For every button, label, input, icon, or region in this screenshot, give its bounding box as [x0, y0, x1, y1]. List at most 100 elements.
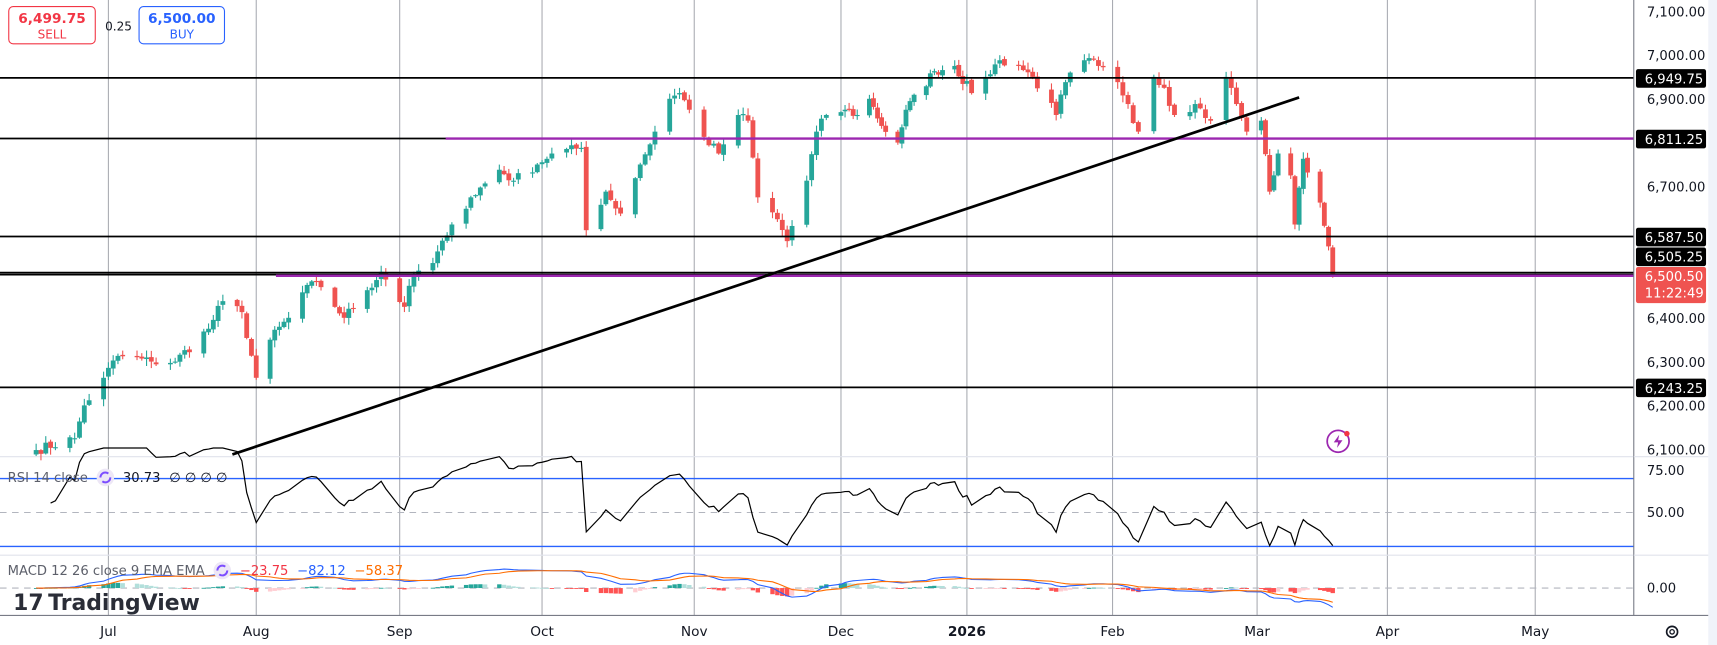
candle — [613, 198, 619, 216]
macd-histogram-bar — [272, 588, 277, 591]
candle — [234, 298, 240, 312]
macd-histogram-bar — [667, 585, 672, 589]
macd-histogram-bar — [1025, 588, 1031, 589]
buy-button[interactable]: 6,500.00 BUY — [138, 6, 226, 45]
macd-histogram-bar — [1053, 588, 1059, 592]
candle — [406, 279, 412, 312]
time-axis[interactable]: Jul Aug Sep Oct Nov Dec 2026 Feb Mar Apr May — [99, 624, 1549, 640]
candle — [153, 357, 159, 367]
macd-legend[interactable]: MACD 12 26 close 9 EMA EMA −23.75 −82.12… — [8, 561, 403, 580]
candle — [530, 167, 535, 178]
candle — [1100, 61, 1106, 71]
macd-histogram-bar — [1198, 588, 1203, 590]
macd-histogram-bar — [397, 588, 402, 589]
price-axis[interactable] — [1633, 0, 1709, 645]
candle — [819, 114, 824, 137]
candle — [573, 142, 579, 156]
candle — [346, 302, 352, 325]
settings-gear-icon[interactable] — [1665, 625, 1679, 639]
candle — [38, 449, 44, 461]
macd-histogram-bar — [1239, 588, 1244, 589]
macd-histogram-bar — [1223, 587, 1229, 589]
macd-histogram-bar — [687, 585, 692, 589]
macd-histogram-bar — [449, 585, 455, 589]
macd-histogram-bar — [711, 588, 717, 590]
candle — [52, 442, 58, 451]
candle — [511, 177, 516, 187]
candle — [907, 97, 913, 112]
macd-histogram-bar — [618, 588, 623, 594]
time-axis-label: Apr — [1376, 624, 1400, 640]
macd-histogram-bar — [501, 584, 507, 589]
macd-histogram-bar — [883, 587, 888, 589]
time-axis-label: Sep — [387, 624, 413, 640]
lightning-icon[interactable] — [1326, 429, 1350, 454]
macd-histogram-bar — [608, 588, 613, 594]
candle — [48, 439, 53, 455]
rsi-line — [50, 447, 1334, 548]
candle — [1125, 91, 1131, 109]
candle — [1049, 83, 1054, 108]
macd-histogram-bar — [440, 586, 445, 589]
macd-histogram-bar — [1096, 587, 1101, 589]
macd-histogram-bar — [1021, 588, 1026, 589]
candle — [770, 191, 775, 219]
macd-histogram-bar — [642, 588, 648, 590]
candle — [1305, 152, 1310, 178]
macd-histogram-bar — [1292, 588, 1298, 594]
macd-histogram-bar — [745, 588, 751, 590]
macd-histogram-bar — [149, 585, 154, 589]
candle — [300, 285, 305, 323]
macd-histogram-bar — [1234, 587, 1239, 589]
candle — [244, 311, 250, 340]
candle — [534, 162, 540, 174]
price-tick-label: 6,900.00 — [1647, 93, 1705, 108]
candle — [496, 164, 502, 185]
macd-histogram-bar — [928, 586, 933, 589]
macd-histogram-bar — [153, 586, 159, 589]
macd-refresh-icon[interactable] — [213, 561, 232, 580]
macd-histogram-bar — [1151, 588, 1157, 591]
candle — [81, 398, 87, 425]
macd-histogram-bar — [850, 583, 856, 589]
macd-histogram-bar — [177, 588, 183, 589]
price-label-l5: 6,243.25 — [1635, 378, 1707, 398]
candle — [823, 113, 829, 121]
rsi-refresh-icon[interactable] — [96, 468, 115, 487]
sell-button[interactable]: 6,499.75 SELL — [8, 6, 96, 45]
candle — [215, 300, 221, 327]
macd-histogram-bar — [497, 584, 502, 589]
price-label-text: 6,505.25 — [1645, 251, 1703, 266]
sell-price: 6,499.75 — [18, 11, 85, 27]
macd-histogram-bar — [907, 587, 913, 589]
time-axis-label: Feb — [1100, 624, 1124, 640]
macd-histogram-bar — [1082, 588, 1087, 589]
candle — [369, 283, 375, 296]
candle — [144, 350, 149, 367]
candle — [969, 78, 975, 95]
candle — [846, 102, 852, 112]
macd-histogram-bar — [1301, 588, 1306, 591]
macd-histogram-bar — [903, 588, 909, 589]
candle — [1156, 72, 1162, 88]
macd-histogram-bar — [511, 586, 516, 589]
candle — [267, 337, 273, 384]
horizontal-levels[interactable] — [0, 76, 1634, 389]
candle — [903, 104, 909, 130]
macd-histogram-bar — [983, 588, 988, 589]
candle — [1292, 174, 1298, 230]
candle — [439, 238, 445, 256]
trendline[interactable] — [231, 96, 1300, 456]
candle — [632, 177, 638, 219]
candle — [618, 200, 624, 217]
macd-histogram-bar — [1115, 588, 1120, 589]
macd-histogram-bar — [314, 586, 319, 589]
candle — [148, 350, 154, 369]
candle — [139, 353, 145, 361]
candle — [997, 55, 1003, 69]
rsi-legend[interactable]: RSI 14 close 30.73 ∅ ∅ ∅ ∅ — [8, 468, 228, 487]
candle — [956, 59, 962, 78]
right-scrollbar[interactable] — [1708, 0, 1717, 645]
